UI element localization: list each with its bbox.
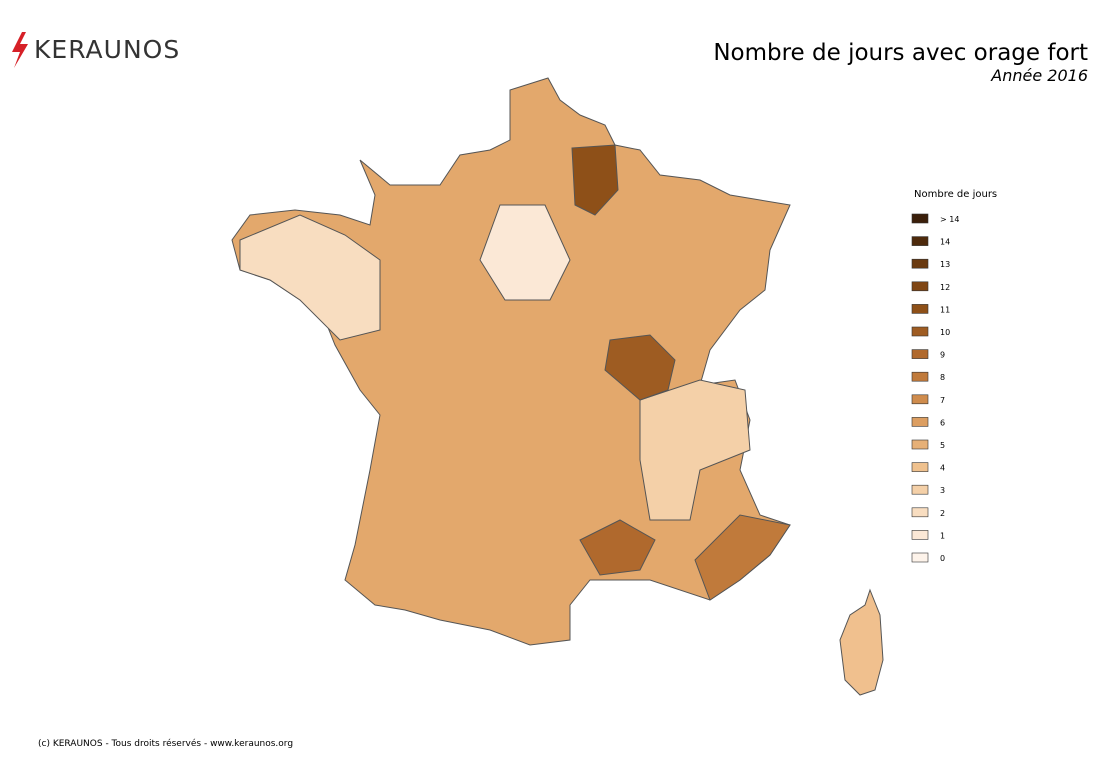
legend-label: 4 (940, 464, 945, 473)
legend-swatch (911, 304, 929, 314)
corsica (839, 588, 884, 696)
legend-label: > 14 (940, 215, 959, 224)
legend-label: 1 (940, 531, 945, 540)
legend-swatch (911, 484, 929, 495)
legend-swatch (911, 349, 929, 359)
footer: (c) KERAUNOS - Tous droits réservés - ww… (38, 738, 293, 749)
legend-swatch (911, 326, 929, 337)
legend-label: 12 (940, 283, 950, 292)
region-light (239, 214, 381, 341)
legend-label: 10 (940, 328, 950, 337)
legend-label: 14 (940, 238, 950, 247)
legend-swatch (911, 371, 929, 382)
subtitle: Année 2016 (990, 66, 1088, 85)
legend-label: 0 (940, 554, 945, 563)
legend-swatch (911, 552, 929, 563)
legend-swatch (911, 439, 929, 450)
legend-swatch (911, 236, 929, 246)
legend-swatch (911, 507, 929, 518)
title: Nombre de jours avec orage fort (713, 40, 1088, 66)
region-dark (571, 144, 619, 216)
legend-swatch (911, 530, 929, 540)
map (231, 77, 884, 696)
legend-label: 6 (940, 418, 945, 427)
legend-label: 7 (940, 396, 945, 405)
region-light (479, 204, 571, 301)
region-dark (579, 519, 656, 576)
region-light (639, 379, 751, 521)
legend-swatch (911, 417, 929, 427)
legend-swatch (911, 213, 929, 224)
legend-label: 2 (940, 509, 945, 518)
region-dark (604, 334, 676, 401)
logo-text: KERAUNOS (34, 35, 180, 64)
legend-swatch (911, 258, 929, 269)
legend-swatch (911, 462, 929, 472)
legend-label: 5 (940, 441, 945, 450)
legend-label: 13 (940, 260, 950, 269)
legend-swatch (911, 281, 929, 292)
legend-label: 9 (940, 351, 945, 360)
region-dark (694, 514, 791, 601)
logo-bolt (12, 32, 28, 68)
legend-title: Nombre de jours (914, 189, 997, 200)
legend-label: 8 (940, 373, 945, 382)
legend-swatch (911, 394, 929, 405)
legend-label: 3 (940, 486, 945, 495)
legend-label: 11 (940, 305, 950, 314)
